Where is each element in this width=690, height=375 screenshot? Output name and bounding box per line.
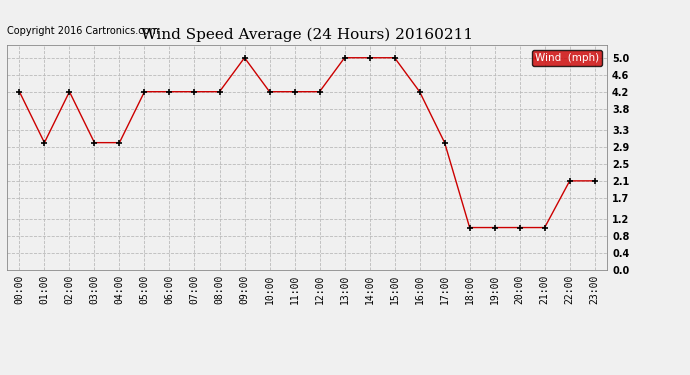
Legend: Wind  (mph): Wind (mph) — [531, 50, 602, 66]
Text: Copyright 2016 Cartronics.com: Copyright 2016 Cartronics.com — [7, 26, 159, 36]
Title: Wind Speed Average (24 Hours) 20160211: Wind Speed Average (24 Hours) 20160211 — [141, 28, 473, 42]
